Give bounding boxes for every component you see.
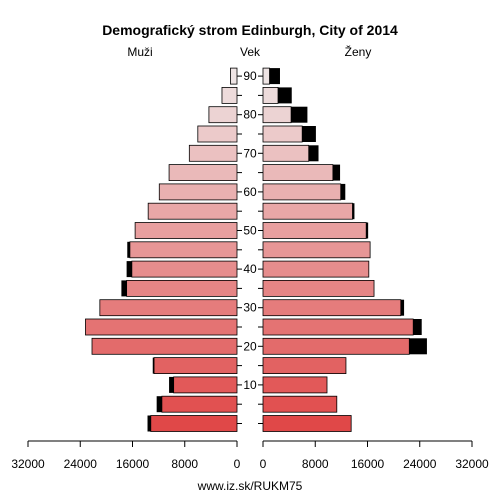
male-bar-90+ bbox=[230, 67, 238, 85]
footer-url: www.iz.sk/RUKM75 bbox=[197, 479, 303, 493]
female-bar-5-9 bbox=[262, 395, 338, 413]
male-bar-0-4 bbox=[150, 415, 238, 432]
female-bar-65-69 bbox=[262, 164, 334, 182]
male-excess-bar-10-14 bbox=[169, 376, 174, 393]
age-tick-label: 50 bbox=[243, 224, 257, 238]
age-tick-label: 90 bbox=[243, 69, 257, 83]
female-excess-bar-60-64 bbox=[340, 183, 346, 200]
chart-title: Demografický strom Edinburgh, City of 20… bbox=[102, 22, 398, 38]
female-bar-15-19 bbox=[262, 357, 347, 375]
female-bar-85-89 bbox=[262, 87, 279, 104]
left-x-tick-label: 24000 bbox=[64, 457, 98, 471]
female-bar-75-79 bbox=[262, 125, 303, 143]
female-excess-bar-85-89 bbox=[278, 87, 292, 104]
male-excess-bar-5-9 bbox=[156, 396, 162, 413]
age-tick-label: 30 bbox=[243, 301, 257, 315]
male-bar-60-64 bbox=[158, 183, 238, 201]
right-x-tick-label: 8000 bbox=[302, 457, 329, 471]
male-bar-80-84 bbox=[208, 106, 238, 124]
male-bar-35-39 bbox=[126, 279, 238, 297]
male-bar-45-49 bbox=[129, 241, 238, 259]
female-excess-bar-65-69 bbox=[332, 164, 341, 181]
right-x-tick-label: 0 bbox=[260, 457, 267, 471]
male-bar-40-44 bbox=[131, 260, 238, 278]
age-tick-label: 60 bbox=[243, 185, 257, 199]
male-excess-bar-40-44 bbox=[126, 261, 132, 278]
right-x-tick-label: 24000 bbox=[403, 457, 437, 471]
male-bar-75-79 bbox=[197, 125, 238, 143]
male-excess-bar-15-19 bbox=[152, 357, 155, 374]
female-bar-40-44 bbox=[262, 260, 370, 278]
age-tick-label: 10 bbox=[243, 378, 257, 392]
female-bar-50-54 bbox=[262, 222, 367, 239]
bars-group bbox=[85, 67, 427, 432]
axes-group: 32000 24000 16000 8000 0 0 8000 16000 24000 32000… bbox=[11, 69, 489, 471]
male-bar-30-34 bbox=[99, 299, 238, 317]
right-series-label: Ženy bbox=[345, 44, 372, 59]
male-bar-25-29 bbox=[85, 318, 238, 336]
male-bar-10-14 bbox=[173, 376, 238, 394]
age-tick-label: 70 bbox=[243, 146, 257, 160]
age-tick-label: 40 bbox=[243, 262, 257, 276]
male-bar-55-59 bbox=[147, 202, 238, 220]
female-bar-25-29 bbox=[262, 318, 414, 336]
female-bar-30-34 bbox=[262, 299, 402, 317]
male-bar-15-19 bbox=[153, 357, 238, 375]
female-excess-bar-20-24 bbox=[409, 338, 427, 355]
female-bar-20-24 bbox=[262, 337, 410, 355]
female-excess-bar-50-54 bbox=[366, 222, 369, 239]
male-bar-5-9 bbox=[161, 395, 238, 413]
male-bar-85-89 bbox=[221, 87, 238, 104]
left-series-label: Muži bbox=[127, 45, 152, 59]
female-bar-90+ bbox=[262, 67, 270, 85]
female-excess-bar-75-79 bbox=[302, 126, 316, 142]
male-bar-70-74 bbox=[188, 144, 238, 162]
age-tick-label: 20 bbox=[243, 339, 257, 353]
female-bar-80-84 bbox=[262, 106, 292, 124]
male-bar-20-24 bbox=[91, 337, 238, 355]
male-excess-bar-45-49 bbox=[127, 241, 130, 258]
female-excess-bar-30-34 bbox=[400, 299, 405, 316]
female-excess-bar-80-84 bbox=[291, 106, 308, 123]
male-excess-bar-0-4 bbox=[147, 415, 151, 432]
female-bar-10-14 bbox=[262, 376, 328, 394]
female-excess-bar-25-29 bbox=[413, 319, 422, 335]
left-x-tick-label: 8000 bbox=[171, 457, 198, 471]
female-bar-70-74 bbox=[262, 144, 310, 162]
female-excess-bar-90+ bbox=[269, 68, 280, 85]
male-bar-50-54 bbox=[134, 222, 238, 239]
right-x-tick-label: 16000 bbox=[351, 457, 385, 471]
female-bar-45-49 bbox=[262, 241, 371, 259]
female-bar-55-59 bbox=[262, 202, 353, 220]
male-bar-65-69 bbox=[168, 164, 238, 182]
right-x-tick-label: 32000 bbox=[455, 457, 489, 471]
female-excess-bar-70-74 bbox=[308, 145, 319, 162]
left-x-tick-label: 32000 bbox=[11, 457, 45, 471]
left-x-tick-label: 16000 bbox=[116, 457, 150, 471]
female-excess-bar-55-59 bbox=[352, 203, 355, 220]
center-axis-label: Vek bbox=[240, 45, 261, 59]
age-tick-label: 80 bbox=[243, 108, 257, 122]
female-bar-60-64 bbox=[262, 183, 342, 201]
male-excess-bar-35-39 bbox=[121, 280, 127, 297]
left-x-tick-label: 0 bbox=[234, 457, 241, 471]
female-bar-35-39 bbox=[262, 279, 375, 297]
female-bar-0-4 bbox=[262, 415, 352, 432]
